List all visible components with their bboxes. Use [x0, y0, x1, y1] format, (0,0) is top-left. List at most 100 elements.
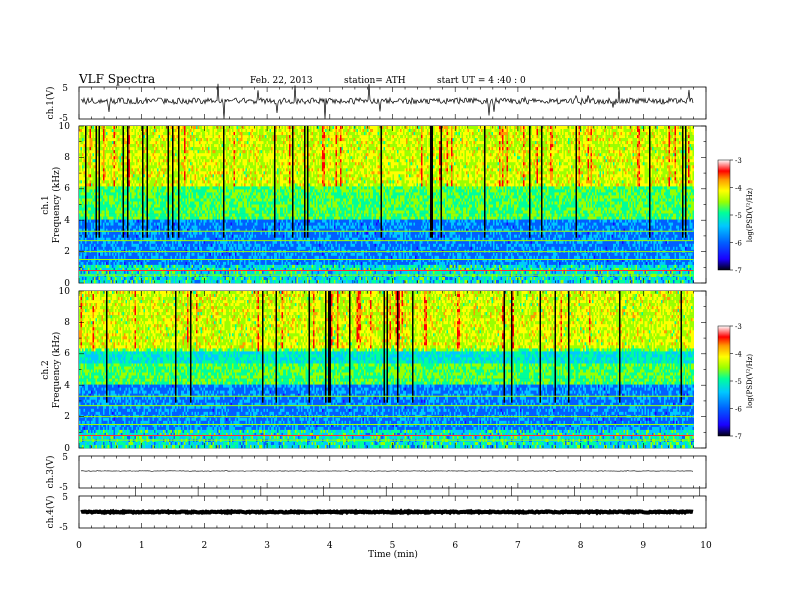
spectrogram-cell — [140, 234, 142, 238]
spectrogram-cell — [196, 141, 198, 145]
spectrogram-cell — [145, 231, 147, 235]
spectrogram-cell — [109, 237, 111, 241]
spectrogram-cell — [170, 216, 172, 220]
spectrogram-cell — [209, 240, 211, 244]
spectrogram-cell — [217, 138, 219, 142]
spectrogram-cell — [169, 252, 171, 257]
spectrogram-cell — [103, 258, 105, 263]
spectrogram-cell — [89, 231, 91, 235]
spectrogram-cell — [190, 234, 192, 238]
spectrogram-cell — [133, 261, 135, 266]
spectrogram-cell — [94, 198, 96, 202]
spectrogram-cell — [160, 147, 162, 151]
spectrogram-cell — [206, 195, 208, 199]
spectrogram-cell — [116, 159, 118, 163]
spectrogram-cell — [178, 159, 180, 163]
spectrogram-cell — [190, 141, 192, 145]
spectrogram-cell — [191, 171, 193, 175]
spectrogram-cell — [146, 195, 148, 199]
spectrogram-cell — [199, 231, 201, 235]
spectrogram-cell — [139, 222, 141, 226]
spectrogram-cell — [95, 222, 97, 226]
spectrogram-cell — [184, 198, 186, 202]
spectrogram-cell — [94, 267, 96, 272]
spectrogram-cell — [125, 228, 127, 232]
spectrogram-cell — [83, 150, 85, 154]
spectrogram-cell — [142, 261, 144, 266]
spectrogram-cell — [178, 204, 180, 208]
spectrogram-cell — [220, 126, 222, 130]
spectrogram-cell — [175, 201, 177, 205]
spectrogram-cell — [158, 231, 160, 235]
spectrogram-cell — [196, 255, 198, 260]
spectrogram-cell — [91, 150, 93, 154]
spectrogram-cell — [166, 219, 168, 223]
spectrogram-cell — [197, 135, 199, 139]
spectrogram-cell — [164, 246, 166, 251]
spectrogram-cell — [167, 204, 169, 208]
spectrogram-cell — [173, 240, 175, 244]
spectrogram-cell — [85, 150, 87, 154]
spectrogram-cell — [206, 129, 208, 133]
spectrogram-cell — [169, 195, 171, 199]
spectrogram-cell — [118, 264, 120, 269]
spectrogram-cell — [154, 198, 156, 202]
spectrogram-cell — [133, 243, 135, 248]
spectrogram-cell — [85, 255, 87, 260]
spectrogram-cell — [119, 261, 121, 266]
spectrogram-cell — [167, 132, 169, 136]
spectrogram-cell — [137, 216, 139, 220]
spectrogram-cell — [214, 144, 216, 148]
spectrogram-cell — [158, 255, 160, 260]
spectrogram-cell — [203, 198, 205, 202]
spectrogram-cell — [208, 189, 210, 193]
spectrogram-cell — [202, 171, 204, 175]
spectrogram-cell — [121, 180, 123, 184]
spectrogram-cell — [155, 168, 157, 172]
spectrogram-cell — [142, 171, 144, 175]
spectrogram-cell — [113, 180, 115, 184]
spectrogram-cell — [161, 225, 163, 229]
spectrogram-cell — [187, 207, 189, 211]
spectrogram-cell — [100, 165, 102, 169]
spectrogram-cell — [113, 195, 115, 199]
spectrogram-cell — [211, 267, 213, 272]
spectrogram-cell — [86, 192, 88, 196]
spectrogram-cell — [98, 183, 100, 187]
spectrogram-cell — [203, 204, 205, 208]
spectrogram-cell — [205, 270, 207, 275]
spectrogram-cell — [119, 177, 121, 181]
spectrogram-cell — [88, 207, 90, 211]
spectrogram-cell — [133, 204, 135, 208]
spectrogram-cell — [151, 201, 153, 205]
spectrogram-cell — [196, 264, 198, 269]
spectrogram-cell — [107, 150, 109, 154]
spectrogram-cell — [199, 204, 201, 208]
spectrogram-cell — [145, 171, 147, 175]
spectrogram-cell — [116, 177, 118, 181]
spectrogram-cell — [191, 180, 193, 184]
spectrogram-cell — [166, 147, 168, 151]
spectrogram-cell — [149, 177, 151, 181]
spectrogram-cell — [124, 277, 126, 281]
spectrogram-cell — [208, 144, 210, 148]
spectrogram-cell — [143, 201, 145, 205]
spectrogram-cell — [218, 198, 220, 202]
spectrogram-cell — [155, 270, 157, 275]
spectrogram-cell — [184, 207, 186, 211]
spectrogram-cell — [100, 277, 102, 281]
spectrogram-cell — [110, 252, 112, 257]
spectrogram-cell — [173, 138, 175, 142]
spectrogram-cell — [179, 228, 181, 232]
spectrogram-cell — [205, 246, 207, 251]
spectrogram-cell — [185, 150, 187, 154]
spectrogram-cell — [91, 195, 93, 199]
spectrogram-cell — [112, 222, 114, 226]
spectrogram-cell — [221, 231, 223, 235]
spectrogram-cell — [151, 132, 153, 136]
spectrogram-cell — [83, 132, 85, 136]
spectrogram-cell — [130, 192, 132, 196]
spectrogram-cell — [175, 159, 177, 163]
spectrogram-cell — [199, 198, 201, 202]
spectrogram-cell — [220, 237, 222, 241]
